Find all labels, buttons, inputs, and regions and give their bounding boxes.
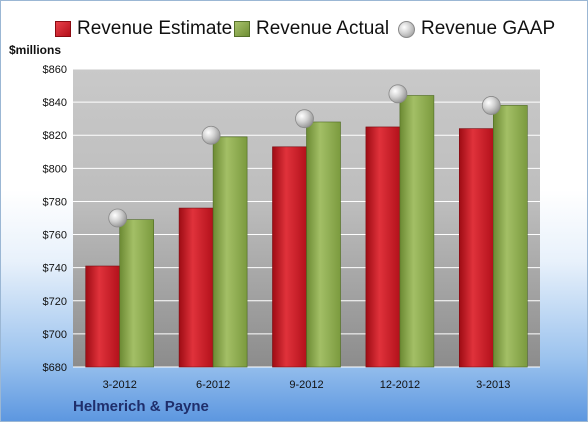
bar-revenue-actual xyxy=(399,95,435,368)
bar-revenue-actual xyxy=(119,219,154,368)
bar-revenue-estimate xyxy=(178,207,214,368)
bar-revenue-actual xyxy=(212,136,248,368)
legend-swatch-actual xyxy=(234,21,250,37)
point-revenue-gaap xyxy=(388,84,408,104)
bars xyxy=(85,95,528,368)
chart-legend: Revenue Estimate Revenue Actual Revenue … xyxy=(1,15,587,43)
bar-revenue-estimate xyxy=(365,126,401,368)
legend-label-gaap: Revenue GAAP xyxy=(421,18,556,39)
legend-swatch-estimate xyxy=(55,21,71,37)
x-axis-ticks: 3-2012 6-2012 9-2012 12-2012 3-2013 xyxy=(103,379,511,391)
legend-item-estimate: Revenue Estimate xyxy=(55,15,232,43)
bar-revenue-estimate xyxy=(272,146,307,368)
legend-label-actual: Revenue Actual xyxy=(256,18,390,39)
x-tick-label: 3-2013 xyxy=(476,379,510,391)
legend-item-gaap: Revenue GAAP xyxy=(398,15,555,43)
y-tick-label: $820 xyxy=(43,130,67,142)
y-tick-label: $680 xyxy=(43,362,67,374)
y-tick-label: $720 xyxy=(43,296,67,308)
bar-revenue-estimate xyxy=(458,128,494,368)
point-revenue-gaap xyxy=(108,208,128,228)
y-axis-ticks: $680 $700 $720 $740 $760 $780 $800 $820 $840 $860 xyxy=(43,64,67,374)
company-name: Helmerich & Payne xyxy=(73,398,209,415)
point-revenue-gaap xyxy=(295,109,314,129)
x-tick-label: 6-2012 xyxy=(196,379,230,391)
y-tick-label: $860 xyxy=(43,64,67,76)
bar-revenue-actual xyxy=(306,121,341,368)
legend-swatch-gaap xyxy=(398,20,415,38)
point-revenue-gaap xyxy=(481,96,501,115)
x-tick-label: 9-2012 xyxy=(289,379,323,391)
y-tick-label: $700 xyxy=(43,329,67,341)
y-tick-label: $760 xyxy=(43,230,67,242)
bar-revenue-estimate xyxy=(85,265,120,368)
gaap-points xyxy=(108,84,501,228)
y-tick-label: $740 xyxy=(43,263,67,275)
y-axis-unit-label: $millions xyxy=(9,43,62,57)
y-tick-label: $800 xyxy=(43,163,67,175)
y-tick-label: $780 xyxy=(43,196,67,208)
bar-revenue-actual xyxy=(492,105,528,368)
point-revenue-gaap xyxy=(201,125,221,145)
y-tick-label: $840 xyxy=(43,97,67,109)
x-tick-label: 3-2012 xyxy=(103,379,137,391)
legend-label-estimate: Revenue Estimate xyxy=(77,18,233,39)
x-tick-label: 12-2012 xyxy=(380,379,420,391)
legend-item-actual: Revenue Actual xyxy=(234,15,389,43)
